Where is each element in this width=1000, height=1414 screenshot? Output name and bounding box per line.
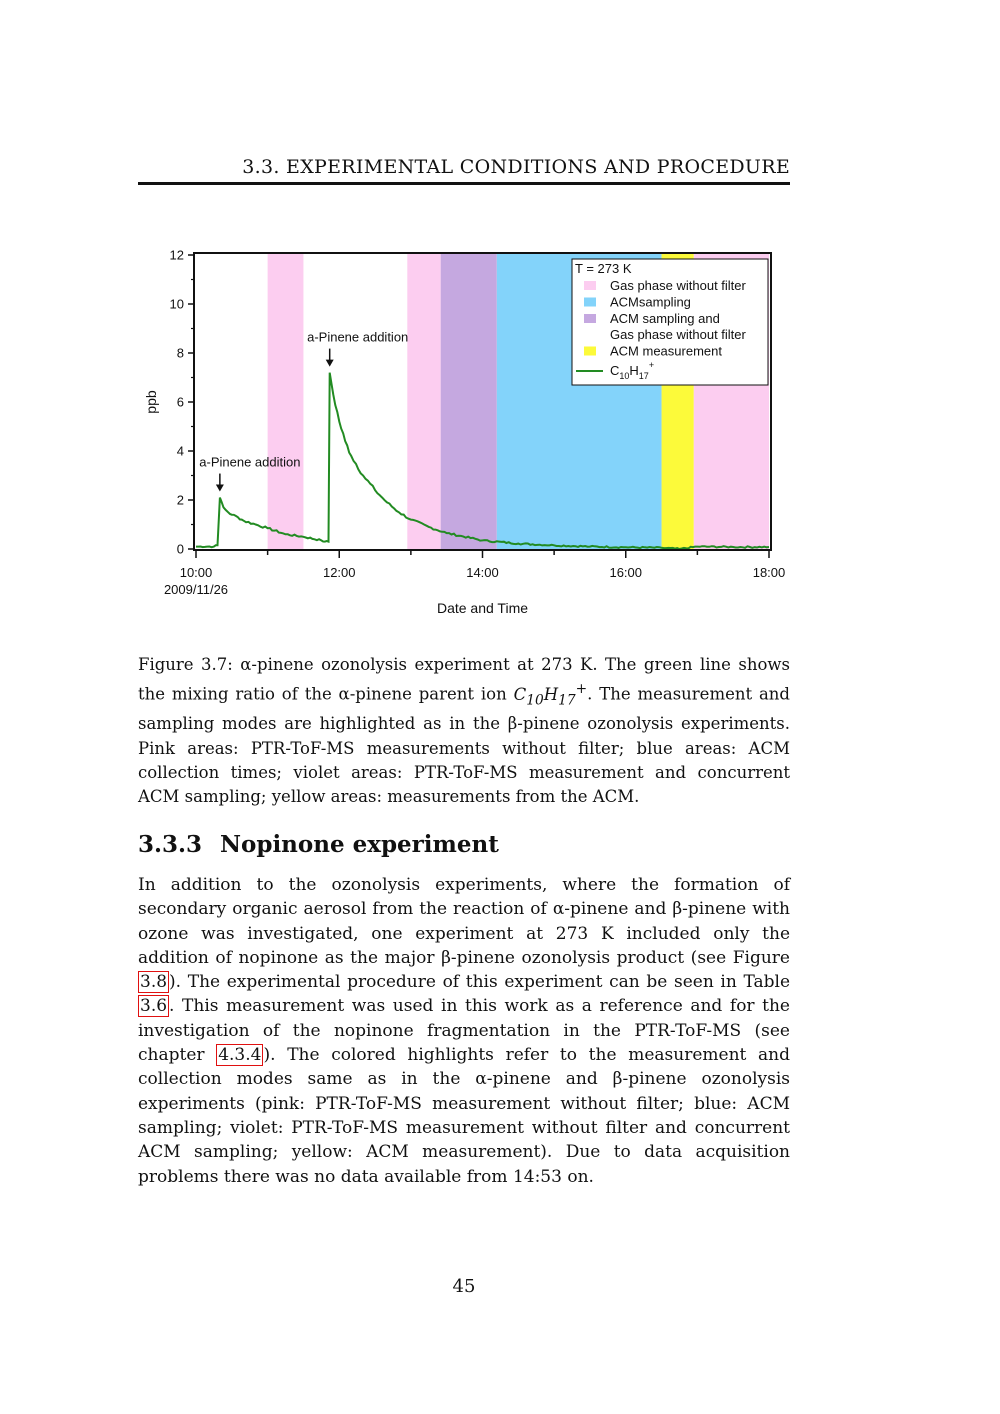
y-tick-label: 4 [177, 444, 184, 459]
caption-label: Figure 3.7: [138, 655, 233, 674]
legend-swatch [584, 346, 596, 356]
shaded-region-2 [407, 253, 441, 549]
table-ref-link[interactable]: 3.6 [138, 995, 170, 1018]
y-tick-label: 6 [177, 395, 184, 410]
running-head: 3.3. EXPERIMENTAL CONDITIONS AND PROCEDU… [242, 156, 790, 178]
legend-label: ACMsampling [610, 295, 691, 310]
x-tick-label: 12:00 [323, 565, 356, 580]
section-number: 3.3.3 [138, 831, 203, 858]
annotation-arrowhead [325, 359, 334, 367]
section-heading: 3.3.3 Nopinone experiment [138, 831, 499, 858]
ion-c-sub: 10 [526, 692, 544, 709]
legend-swatch [584, 297, 596, 307]
y-tick-label: 2 [177, 493, 184, 508]
x-tick-label: 16:00 [609, 565, 642, 580]
figure-caption: Figure 3.7: α-pinene ozonolysis experime… [138, 653, 790, 810]
chart-legend: T = 273 K Gas phase without filter ACMsamp… [571, 258, 769, 386]
ion-formula: C10H17 [513, 684, 576, 708]
x-tick-label: 18:00 [753, 565, 786, 580]
shaded-region-3 [440, 253, 497, 549]
x-date-label: 2009/11/26 [164, 582, 228, 597]
y-tick-label: 10 [170, 297, 184, 312]
x-axis-label: Date and Time [437, 600, 528, 616]
ion-h: H [543, 684, 559, 704]
body-text-2: ). The experimental procedure of this ex… [169, 972, 790, 993]
x-tick-label: 14:00 [466, 565, 499, 580]
y-tick-label: 12 [170, 248, 184, 263]
ion-h-sub: 17 [558, 692, 576, 709]
series-line-1 [196, 372, 770, 551]
body-text-1: In addition to the ozonolysis experiment… [138, 875, 790, 968]
body-text-4: ). The colored highlights refer to the m… [138, 1045, 790, 1187]
y-axis-label: ppb [143, 390, 159, 414]
legend-label: ACM sampling and [610, 311, 720, 326]
body-text-3: . This measurement was used in this work… [138, 996, 790, 1066]
caption-text-2: . The measurement and sampling modes are… [138, 684, 790, 807]
section-title: Nopinone experiment [220, 831, 499, 858]
header-rule [138, 182, 790, 185]
figure-ref-link[interactable]: 3.8 [138, 971, 170, 994]
chapter-ref-link[interactable]: 4.3.4 [216, 1044, 264, 1067]
body-paragraph: In addition to the ozonolysis experiment… [138, 873, 790, 1189]
legend-label: Gas phase without filter [610, 278, 747, 293]
legend-title: T = 273 K [575, 261, 632, 276]
legend-label: Gas phase without filter [610, 327, 747, 342]
x-tick-label: 10:00 [180, 565, 213, 580]
ion-c: C [513, 684, 527, 704]
page-number: 45 [452, 1276, 476, 1297]
annotation-label: a-Pinene addition [307, 330, 408, 345]
legend-swatch [584, 314, 596, 323]
annotation-label: a-Pinene addition [199, 455, 300, 470]
figure-chart: 0 2 4 6 8 10 12 10:00 12:00 14:00 16:00 18:00 2009… [143, 248, 786, 617]
legend-label: C10H17+ [610, 360, 654, 381]
ion-charge: + [575, 681, 588, 698]
caption-text-1: α-pinene ozonolysis experiment at 273 K.… [138, 655, 790, 704]
legend-swatch [584, 281, 596, 290]
shaded-region-1 [267, 253, 304, 549]
y-tick-label: 8 [177, 346, 184, 361]
legend-box [571, 258, 769, 386]
legend-label: ACM measurement [610, 344, 722, 359]
annotation-arrowhead [215, 484, 224, 492]
y-tick-label: 0 [177, 542, 184, 557]
